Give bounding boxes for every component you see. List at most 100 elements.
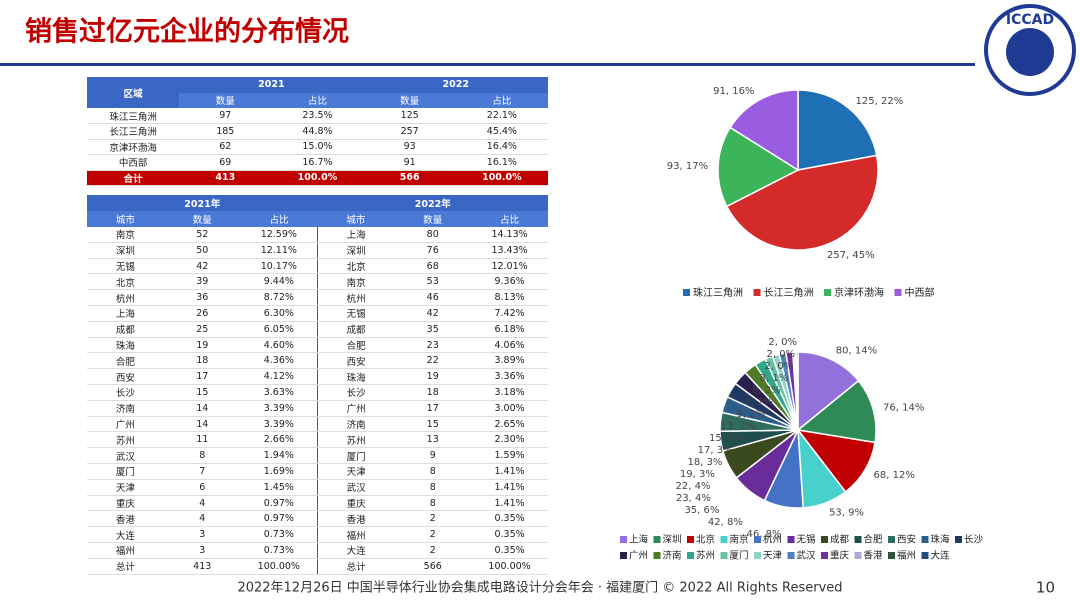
table-cell: 数量 bbox=[394, 210, 472, 227]
legend-label: 济南 bbox=[663, 550, 682, 562]
table-cell: 杭州 bbox=[317, 289, 395, 307]
table-cell: 52 bbox=[163, 226, 241, 243]
table-cell: 8 bbox=[394, 479, 472, 496]
legend-label: 厦门 bbox=[730, 550, 749, 562]
data-label: 91, 16% bbox=[713, 86, 754, 97]
table-cell: 重庆 bbox=[87, 495, 164, 512]
table-cell: 香港 bbox=[87, 510, 164, 528]
table-cell: 15.0% bbox=[271, 139, 364, 155]
data-label: 42, 8% bbox=[708, 517, 743, 528]
legend-swatch bbox=[653, 536, 661, 543]
legend-swatch bbox=[683, 289, 690, 296]
pie-slice bbox=[797, 351, 860, 432]
table-cell: 6.30% bbox=[240, 305, 318, 322]
table-cell: 城市 bbox=[87, 210, 164, 227]
table-cell: 23.5% bbox=[271, 108, 364, 124]
table-cell: 257 bbox=[363, 123, 456, 140]
table-cell: 上海 bbox=[87, 305, 164, 322]
table-row: 上海 26 6.30% 无锡 42 7.42% bbox=[87, 305, 548, 322]
table-cell: 76 bbox=[394, 242, 472, 259]
table-cell: 18 bbox=[163, 352, 241, 370]
table-cell: 13 bbox=[394, 431, 472, 449]
table-cell: 44.8% bbox=[271, 123, 364, 140]
table-cell: 14.13% bbox=[471, 226, 548, 243]
table-cell: 珠海 bbox=[317, 368, 395, 386]
table-cell: 广州 bbox=[317, 400, 395, 417]
table-cell: 4 bbox=[163, 510, 241, 528]
pie-slice bbox=[729, 89, 799, 172]
table-cell: 13.43% bbox=[471, 242, 548, 259]
table-cell: 0.97% bbox=[240, 510, 318, 528]
table-cell: 0.35% bbox=[471, 542, 548, 559]
table-row: 厦门 7 1.69% 天津 8 1.41% bbox=[87, 463, 548, 480]
legend-swatch bbox=[753, 289, 761, 296]
table-cell: 12.59% bbox=[240, 226, 318, 243]
table-cell: 2021年 bbox=[87, 195, 318, 211]
table-cell: 15 bbox=[163, 384, 241, 401]
table-cell: 413 bbox=[179, 170, 272, 186]
table-cell: 京津环渤海 bbox=[87, 139, 180, 155]
table-cell: 45.4% bbox=[455, 123, 548, 140]
table-cell: 合肥 bbox=[87, 352, 164, 370]
table-cell: 17 bbox=[163, 368, 241, 386]
table-cell: 3.36% bbox=[471, 368, 548, 386]
legend-label: 大连 bbox=[931, 550, 951, 562]
legend-label: 无锡 bbox=[797, 534, 816, 546]
table-cell: 占比 bbox=[471, 210, 548, 227]
table-cell: 16.7% bbox=[271, 154, 364, 171]
legend-label: 珠江三角洲 bbox=[693, 286, 743, 299]
table-cell: 成都 bbox=[317, 321, 395, 338]
table-cell: 合肥 bbox=[317, 337, 395, 354]
data-label: 76, 14% bbox=[883, 402, 924, 413]
table-cell: 占比 bbox=[271, 92, 364, 108]
table-cell: 4.60% bbox=[240, 337, 318, 354]
table-cell: 42 bbox=[394, 305, 472, 322]
legend-label: 香港 bbox=[864, 550, 884, 562]
legend-swatch bbox=[653, 552, 661, 559]
table-cell: 广州 bbox=[87, 416, 164, 433]
table-cell: 大连 bbox=[87, 526, 164, 544]
table-cell: 0.35% bbox=[471, 526, 548, 544]
table-cell: 6.18% bbox=[471, 321, 548, 338]
table-row: 长沙 15 3.63% 长沙 18 3.18% bbox=[87, 384, 548, 401]
table-row: 长江三角洲 185 44.8% 257 45.4% bbox=[87, 123, 548, 140]
table-row: 成都 25 6.05% 成都 35 6.18% bbox=[87, 321, 548, 338]
legend-swatch bbox=[754, 552, 761, 559]
table-cell: 3.39% bbox=[240, 416, 318, 433]
table-row: 大连 3 0.73% 福州 2 0.35% bbox=[87, 526, 548, 544]
table-cell: 36 bbox=[163, 289, 241, 307]
data-label: 2, 0% bbox=[765, 361, 794, 372]
table-cell: 6.05% bbox=[240, 321, 318, 338]
table-cell: 22.1% bbox=[455, 108, 548, 124]
table-cell: 2.30% bbox=[471, 431, 548, 449]
legend-swatch bbox=[821, 536, 828, 543]
legend-label: 杭州 bbox=[763, 534, 782, 546]
table-cell: 占比 bbox=[455, 92, 548, 108]
table-cell: 3.00% bbox=[471, 400, 548, 417]
table-cell: 南京 bbox=[87, 226, 164, 243]
table-cell: 无锡 bbox=[87, 258, 164, 275]
data-label: 93, 17% bbox=[667, 161, 708, 172]
table-cell: 9 bbox=[394, 447, 472, 465]
legend-label: 广州 bbox=[629, 550, 648, 562]
table-row: 总计 413 100.00% 总计 566 100.00% bbox=[87, 558, 548, 575]
legend-label: 西安 bbox=[897, 534, 916, 546]
logo-text: ICCAD bbox=[1006, 12, 1054, 28]
pie-slice bbox=[795, 351, 799, 431]
data-label: 2, 0% bbox=[766, 349, 795, 360]
table-cell: 100.00% bbox=[471, 558, 548, 575]
table-row: 城市 数量 占比 城市 数量 占比 bbox=[87, 210, 548, 227]
data-label: 80, 14% bbox=[836, 346, 877, 357]
table-row: 中西部 69 16.7% 91 16.1% bbox=[87, 154, 548, 171]
table-cell: 16.4% bbox=[455, 139, 548, 155]
table-row: 西安 17 4.12% 珠海 19 3.36% bbox=[87, 368, 548, 386]
data-label: 9, 2% bbox=[737, 409, 766, 420]
table-cell: 0.35% bbox=[471, 510, 548, 528]
legend-label: 合肥 bbox=[864, 534, 884, 546]
table-cell: 69 bbox=[179, 154, 272, 171]
table-cell: 0.73% bbox=[240, 526, 318, 544]
table-cell: 14 bbox=[163, 400, 241, 417]
data-label: 35, 6% bbox=[684, 505, 719, 516]
table-cell: 长沙 bbox=[87, 384, 164, 401]
